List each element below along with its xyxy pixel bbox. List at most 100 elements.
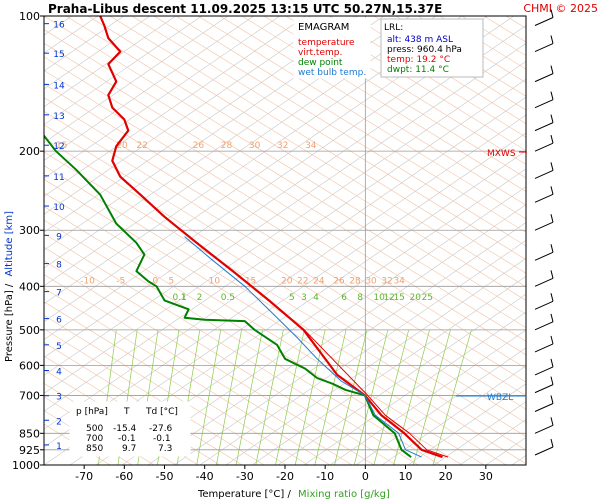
- moist-adiabat-line: [44, 246, 397, 465]
- altitude-tick-label: 16: [53, 21, 65, 31]
- dry-adiabat-line: [44, 60, 526, 394]
- wind-barb: [534, 35, 554, 53]
- copyright: CHMI © 2025: [523, 2, 598, 15]
- lrl-alt: alt: 438 m ASL: [387, 35, 453, 45]
- wind-barb-feather: [550, 335, 554, 345]
- moist-adiabat-line: [65, 16, 526, 301]
- moist-adiabat-line: [87, 16, 526, 288]
- dry-adiabat-line: [44, 16, 281, 179]
- legend-item: virt.temp.: [298, 48, 342, 58]
- pressure-tick-label: 850: [19, 427, 40, 440]
- wind-barb-staff: [534, 300, 554, 310]
- dry-adiabat-line: [329, 329, 526, 465]
- adiabat-label: 32: [277, 141, 288, 151]
- altitude-tick-label: 8: [56, 261, 62, 271]
- wind-barb-feather: [550, 65, 554, 74]
- wind-barb-feather: [550, 293, 554, 302]
- adiabat-label: 15: [56, 141, 67, 151]
- mixing-ratio-label: 0.5: [221, 293, 235, 303]
- wind-barb: [534, 162, 554, 179]
- adiabat-label: 34: [305, 141, 317, 151]
- moist-adiabat-line: [44, 151, 526, 451]
- legend-item: temperature: [298, 38, 355, 48]
- wind-barb: [534, 438, 554, 456]
- wind-barb: [534, 9, 554, 26]
- adiabat-label: 26: [333, 276, 345, 286]
- adiabat-label: 30: [365, 276, 377, 286]
- moist-adiabat-line: [44, 42, 526, 342]
- wind-barb-feather: [550, 186, 554, 195]
- adiabat-label: 26: [193, 141, 205, 151]
- table-cell: -27.6: [149, 424, 173, 434]
- altitude-tick-label: 7: [56, 289, 62, 299]
- altitude-tick-label: 5: [56, 342, 62, 352]
- wind-barb-staff: [534, 403, 554, 412]
- pressure-tick-label: 500: [19, 324, 40, 337]
- altitude-tick-label: 6: [56, 316, 62, 326]
- wind-barb-staff: [534, 193, 554, 203]
- dry-adiabat-line: [44, 96, 526, 430]
- mixing-ratio-line: [393, 329, 430, 465]
- wind-barb: [534, 186, 554, 203]
- wind-barbs: [534, 9, 554, 456]
- adiabat-label: 0: [152, 276, 158, 286]
- lrl-dwpt: dwpt: 11.4 °C: [387, 65, 449, 75]
- x-tick-label: 10: [399, 470, 413, 483]
- moist-adiabat-line: [153, 16, 526, 247]
- table-cell: 500: [86, 424, 103, 434]
- series-line: [232, 270, 449, 458]
- altitude-tick-label: 15: [53, 50, 64, 60]
- altitude-tick-label: 4: [56, 368, 62, 378]
- dry-adiabat-line: [121, 186, 526, 465]
- mixing-ratio-line: [196, 329, 222, 465]
- x-tick-label: -60: [115, 470, 133, 483]
- adiabat-label: 28: [349, 276, 361, 286]
- wind-barb-feather: [550, 244, 554, 253]
- adiabat-label: 28: [221, 141, 233, 151]
- pressure-tick-label: 100: [19, 10, 40, 23]
- y-axis-label-altitude: Altitude [km]: [4, 211, 15, 277]
- adiabat-label: 22: [297, 276, 308, 286]
- moist-adiabat-line: [175, 16, 526, 233]
- dry-adiabat-line: [303, 311, 526, 465]
- x-tick-label: 30: [479, 470, 493, 483]
- mixing-ratio-label: 25: [422, 293, 433, 303]
- wind-barb-feather: [550, 438, 554, 448]
- grid-lines: 15 20 22 26 28 30 32 34-10 -5 0 5 10 15 20 22 24 26 28 30 3…: [44, 16, 526, 465]
- table-cell: 700: [86, 434, 103, 444]
- mixing-ratio-line: [235, 329, 263, 465]
- pressure-tick-label: 1000: [12, 459, 40, 472]
- dry-adiabat-line: [225, 257, 526, 465]
- mixing-ratio-label: 4: [313, 293, 319, 303]
- mixing-ratio-label: 8: [357, 293, 363, 303]
- dry-adiabat-line: [44, 16, 437, 287]
- x-tick-label: -30: [236, 470, 254, 483]
- wind-barb: [534, 135, 554, 152]
- mxws-marker: MXWS: [487, 149, 527, 159]
- adiabat-label: 22: [136, 141, 147, 151]
- wind-barb: [534, 65, 554, 83]
- table-cell: -0.1: [118, 434, 136, 444]
- dry-adiabat-line: [147, 204, 526, 465]
- pressure-tick-label: 200: [19, 145, 40, 158]
- x-axis-label-temperature: Temperature [°C] /: [197, 489, 291, 500]
- dry-adiabat-line: [44, 16, 515, 340]
- moist-adiabat-line: [44, 274, 353, 465]
- mixing-ratio-line: [255, 329, 284, 465]
- wind-barb-staff: [534, 251, 554, 261]
- wind-barb: [534, 358, 554, 376]
- moist-adiabat-line: [44, 138, 526, 437]
- x-tick-label: 0: [362, 470, 369, 483]
- wind-barb-staff: [534, 343, 554, 353]
- altitude-tick-label: 12: [53, 142, 64, 152]
- dry-adiabat-line: [199, 240, 526, 465]
- wind-barb-staff: [534, 122, 554, 132]
- pressure-tick-label: 400: [19, 280, 40, 293]
- wind-barb-feather: [550, 270, 554, 279]
- moist-adiabat-line: [263, 16, 526, 179]
- wind-barb-feather: [550, 313, 554, 322]
- legend-title: EMAGRAM: [298, 22, 349, 33]
- wind-barb-staff: [534, 384, 554, 394]
- dry-adiabat-line: [44, 132, 526, 465]
